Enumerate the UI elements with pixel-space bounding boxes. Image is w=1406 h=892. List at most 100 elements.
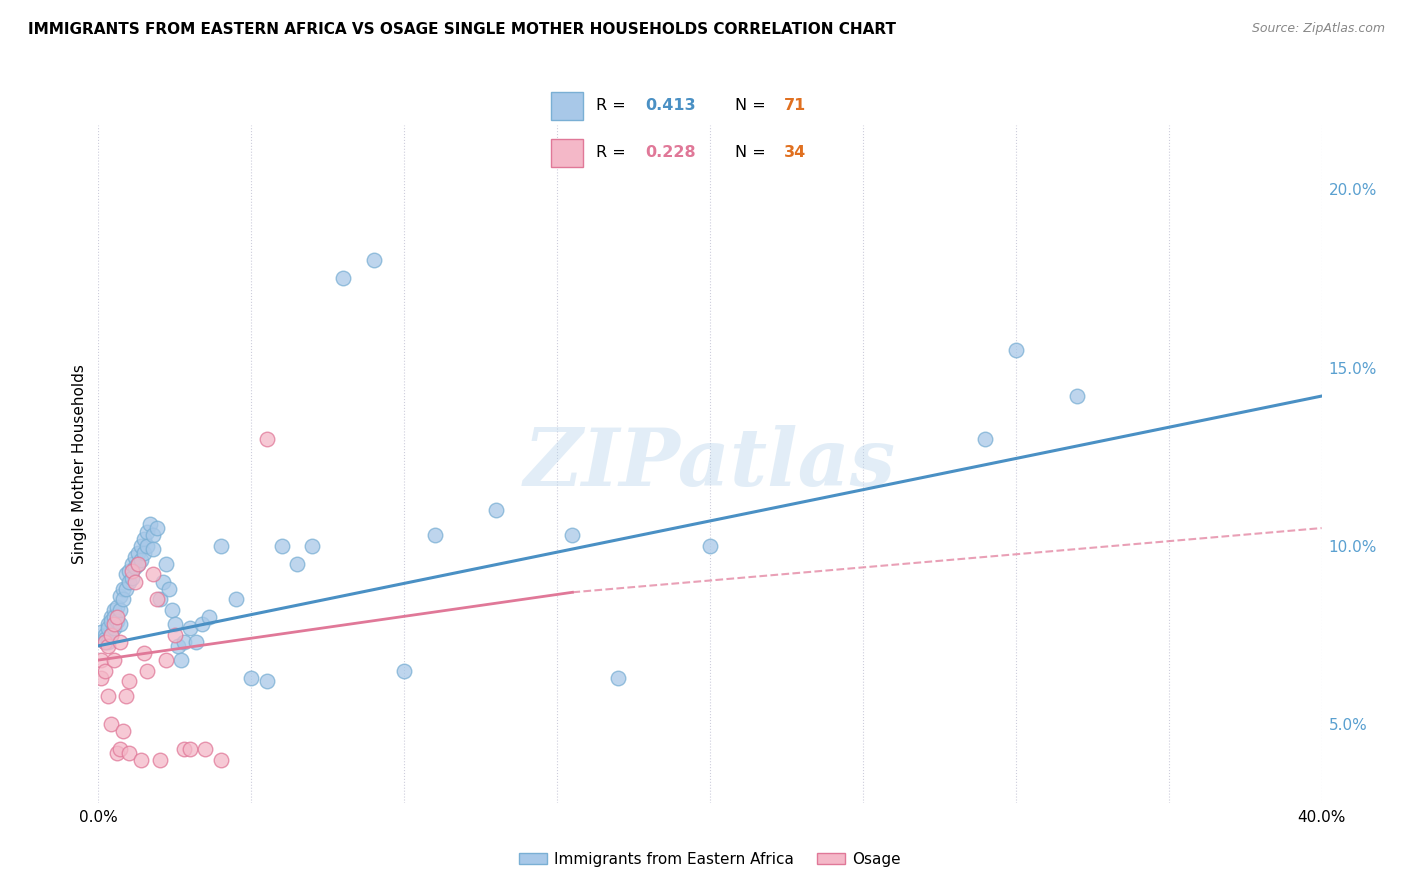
Point bbox=[118, 574, 141, 589]
Point bbox=[103, 621, 125, 635]
Point bbox=[100, 628, 122, 642]
Point bbox=[170, 653, 193, 667]
Point bbox=[145, 521, 167, 535]
Point bbox=[485, 503, 508, 517]
Point bbox=[209, 539, 232, 553]
Point bbox=[149, 753, 172, 767]
Point bbox=[136, 539, 159, 553]
Point bbox=[142, 567, 165, 582]
Point bbox=[129, 553, 152, 567]
Point bbox=[392, 664, 416, 678]
Point bbox=[163, 628, 186, 642]
Point bbox=[97, 617, 120, 632]
Point bbox=[127, 557, 149, 571]
Point bbox=[97, 635, 120, 649]
Point bbox=[97, 639, 120, 653]
Text: ZIPatlas: ZIPatlas bbox=[524, 425, 896, 502]
Point bbox=[108, 635, 131, 649]
Point bbox=[160, 603, 183, 617]
Point bbox=[1066, 389, 1088, 403]
Point bbox=[256, 432, 278, 446]
Point bbox=[108, 742, 131, 756]
Text: N =: N = bbox=[735, 145, 772, 161]
Point bbox=[191, 617, 214, 632]
Point bbox=[103, 610, 125, 624]
Point bbox=[145, 592, 167, 607]
Point bbox=[225, 592, 247, 607]
Point bbox=[121, 557, 143, 571]
Point bbox=[103, 617, 125, 632]
Text: 34: 34 bbox=[785, 145, 806, 161]
Point bbox=[108, 589, 131, 603]
Text: N =: N = bbox=[735, 98, 772, 113]
Point bbox=[93, 635, 115, 649]
Point bbox=[97, 689, 120, 703]
Point bbox=[100, 717, 122, 731]
Point bbox=[105, 746, 128, 760]
Point bbox=[115, 567, 138, 582]
Point bbox=[93, 635, 115, 649]
Text: Source: ZipAtlas.com: Source: ZipAtlas.com bbox=[1251, 22, 1385, 36]
Point bbox=[103, 653, 125, 667]
Point bbox=[699, 539, 721, 553]
Point bbox=[124, 549, 146, 564]
Point bbox=[157, 582, 180, 596]
Point bbox=[118, 674, 141, 689]
Point bbox=[127, 557, 149, 571]
Point bbox=[115, 582, 138, 596]
Point bbox=[167, 639, 190, 653]
Point bbox=[121, 571, 143, 585]
Text: 71: 71 bbox=[785, 98, 806, 113]
Point bbox=[111, 582, 134, 596]
Point bbox=[136, 524, 159, 539]
Point bbox=[363, 253, 385, 268]
Point bbox=[163, 617, 186, 632]
Point bbox=[285, 557, 308, 571]
Point bbox=[100, 628, 122, 642]
Point bbox=[134, 532, 156, 546]
Point bbox=[561, 528, 583, 542]
Point bbox=[129, 539, 152, 553]
Point bbox=[127, 546, 149, 560]
Point bbox=[100, 610, 122, 624]
Point bbox=[129, 753, 152, 767]
Point bbox=[93, 632, 115, 646]
Point bbox=[118, 564, 141, 578]
Point bbox=[108, 603, 131, 617]
Point bbox=[121, 564, 143, 578]
Point bbox=[136, 664, 159, 678]
Point bbox=[152, 574, 174, 589]
Point bbox=[173, 635, 195, 649]
Point bbox=[149, 592, 172, 607]
Point bbox=[100, 614, 122, 628]
Legend: Immigrants from Eastern Africa, Osage: Immigrants from Eastern Africa, Osage bbox=[513, 846, 907, 873]
Point bbox=[142, 542, 165, 557]
Point bbox=[423, 528, 446, 542]
Point bbox=[256, 674, 278, 689]
Point bbox=[607, 671, 630, 685]
Point bbox=[155, 653, 177, 667]
Text: R =: R = bbox=[596, 145, 631, 161]
Point bbox=[209, 753, 232, 767]
Point bbox=[270, 539, 292, 553]
Point bbox=[179, 621, 201, 635]
Text: 0.228: 0.228 bbox=[645, 145, 696, 161]
Point bbox=[90, 653, 112, 667]
Y-axis label: Single Mother Households: Single Mother Households bbox=[72, 364, 87, 564]
Point bbox=[90, 671, 112, 685]
Point bbox=[124, 560, 146, 574]
Point bbox=[155, 557, 177, 571]
Text: 0.413: 0.413 bbox=[645, 98, 696, 113]
Point bbox=[105, 599, 128, 614]
Point bbox=[124, 574, 146, 589]
Point bbox=[97, 621, 120, 635]
Point bbox=[103, 603, 125, 617]
Point bbox=[134, 546, 156, 560]
Point bbox=[179, 742, 201, 756]
Text: IMMIGRANTS FROM EASTERN AFRICA VS OSAGE SINGLE MOTHER HOUSEHOLDS CORRELATION CHA: IMMIGRANTS FROM EASTERN AFRICA VS OSAGE … bbox=[28, 22, 896, 37]
Point bbox=[974, 432, 997, 446]
Point bbox=[194, 742, 217, 756]
FancyBboxPatch shape bbox=[551, 139, 583, 167]
Point bbox=[197, 610, 219, 624]
Point bbox=[93, 664, 115, 678]
